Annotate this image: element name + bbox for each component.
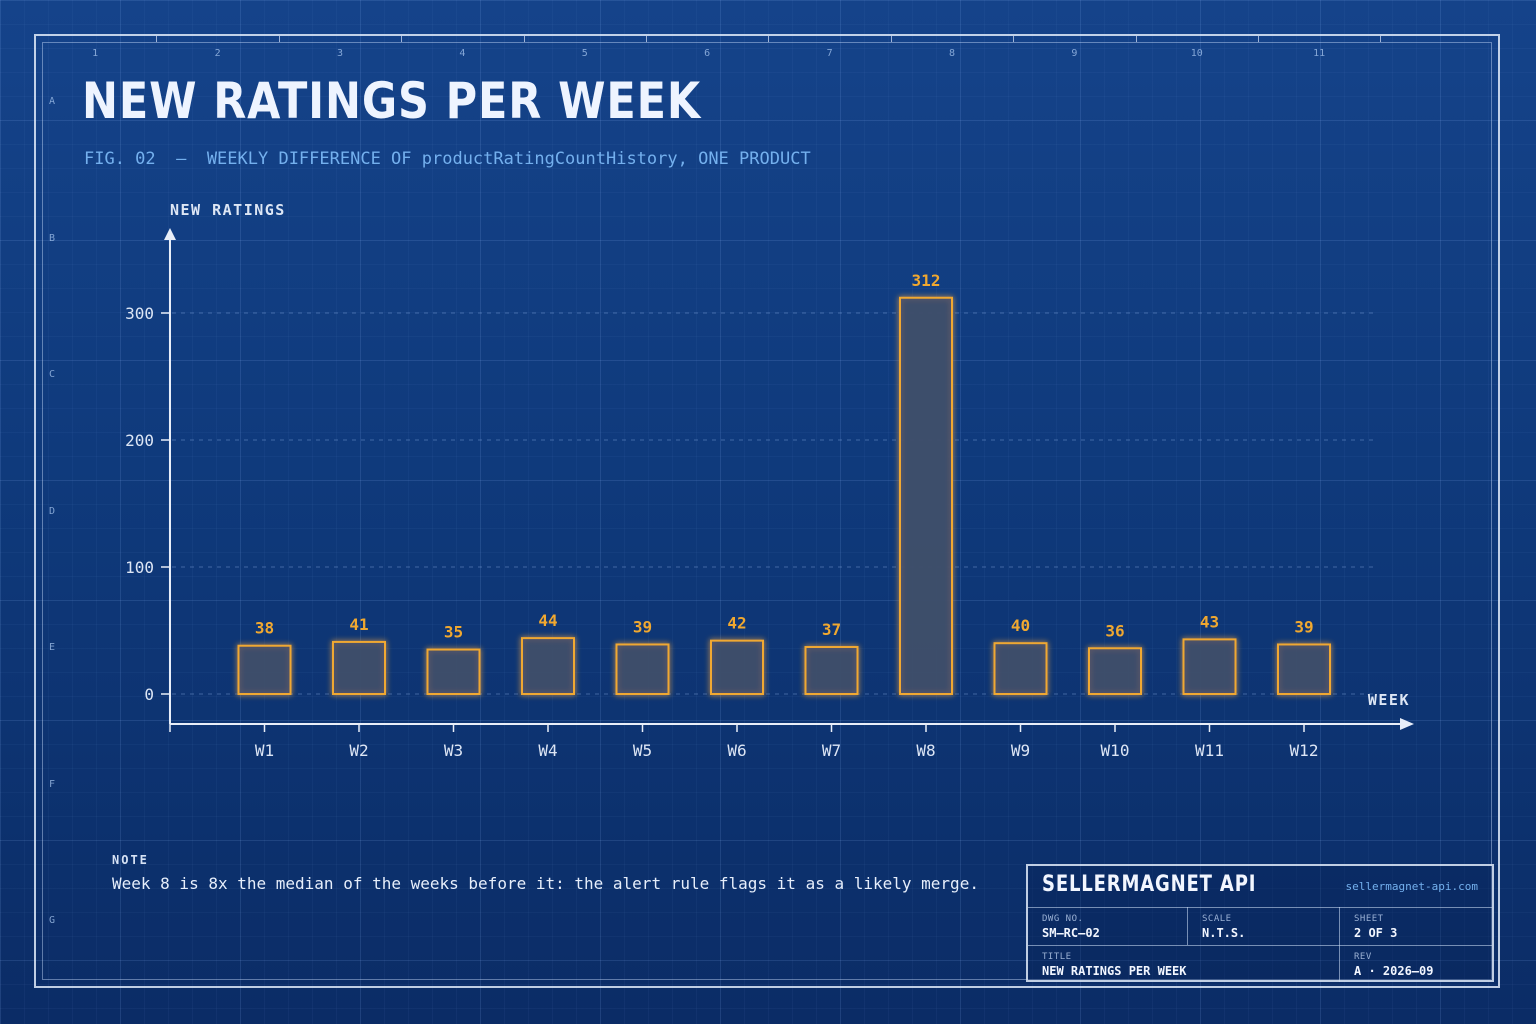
data-label: 37 xyxy=(822,620,841,639)
y-tick-label: 0 xyxy=(144,685,154,704)
bar xyxy=(993,642,1048,696)
x-axis-title: WEEK xyxy=(1368,691,1410,709)
x-tick-label: W5 xyxy=(633,741,652,760)
bar xyxy=(1182,638,1237,696)
bar xyxy=(1277,643,1331,695)
bar xyxy=(237,644,292,695)
x-tick-label: W1 xyxy=(255,741,274,760)
scale-value: N.T.S. xyxy=(1202,926,1246,940)
data-label: 39 xyxy=(633,617,652,636)
title-block-divider xyxy=(1028,945,1492,946)
bar xyxy=(1088,647,1142,696)
column-number: 4 xyxy=(459,48,466,59)
bar xyxy=(332,640,386,695)
column-number: 3 xyxy=(336,48,344,59)
title-block-divider xyxy=(1028,907,1492,908)
ruler-tick xyxy=(1258,36,1259,42)
ruler-tick xyxy=(1013,36,1015,42)
data-label: 44 xyxy=(538,611,557,630)
row-letter: D xyxy=(49,505,56,517)
ruler-tick xyxy=(278,36,280,42)
row-letter: E xyxy=(49,642,56,653)
bar xyxy=(521,637,575,695)
title-caption: TITLE xyxy=(1042,952,1072,962)
ruler-tick xyxy=(523,36,525,42)
data-label: 38 xyxy=(255,619,274,638)
rev-value: A · 2026–09 xyxy=(1354,964,1434,978)
bar xyxy=(426,648,481,695)
x-tick-label: W9 xyxy=(1011,741,1030,760)
dwg-caption: DWG NO. xyxy=(1042,914,1084,924)
ruler-tick xyxy=(1380,36,1382,42)
ruler-tick xyxy=(401,36,403,42)
column-number: 11 xyxy=(1313,48,1326,59)
ruler-tick xyxy=(890,36,892,42)
page-title: NEW RATINGS PER WEEK xyxy=(82,72,702,130)
title-block: SELLERMAGNET API sellermagnet-api.com DW… xyxy=(1026,864,1494,982)
x-tick-label: W11 xyxy=(1195,741,1224,760)
title-block-divider xyxy=(1187,907,1188,945)
column-number: 6 xyxy=(704,48,711,59)
title-block-divider xyxy=(1339,907,1340,982)
ruler-tick xyxy=(156,36,158,42)
y-axis-title: NEW RATINGS xyxy=(170,201,286,219)
bar xyxy=(899,296,953,695)
data-label: 35 xyxy=(444,623,463,642)
x-tick-label: W2 xyxy=(349,741,368,760)
sheet-border xyxy=(34,34,1500,988)
ruler-tick xyxy=(768,36,770,42)
bar xyxy=(615,643,670,695)
dwg-value: SM–RC–02 xyxy=(1042,926,1100,940)
rev-caption: REV xyxy=(1354,952,1372,962)
note-text: Week 8 is 8x the median of the weeks bef… xyxy=(112,874,979,893)
company-url: sellermagnet-api.com xyxy=(1345,880,1478,893)
sheet-inner-border xyxy=(42,42,1492,980)
x-tick-label: W12 xyxy=(1290,741,1319,760)
x-tick-label: W6 xyxy=(727,741,746,760)
row-letter: B xyxy=(49,232,56,244)
data-label: 39 xyxy=(1294,617,1313,636)
column-number: 7 xyxy=(826,48,833,59)
column-number: 2 xyxy=(214,48,221,59)
y-tick-label: 100 xyxy=(125,558,154,577)
figure-subtitle: FIG. 02 — WEEKLY DIFFERENCE OF productRa… xyxy=(84,149,811,169)
column-number: 5 xyxy=(581,48,588,59)
x-tick-label: W4 xyxy=(538,741,557,760)
column-number: 10 xyxy=(1190,48,1203,59)
data-label: 312 xyxy=(912,271,941,290)
row-letter: G xyxy=(49,915,56,926)
bar xyxy=(804,646,859,696)
data-label: 36 xyxy=(1105,621,1124,640)
column-number: 9 xyxy=(1071,48,1078,59)
note-label: NOTE xyxy=(112,853,149,867)
y-axis-arrow xyxy=(164,228,176,240)
data-label: 42 xyxy=(727,614,746,633)
x-tick-label: W7 xyxy=(822,741,841,760)
sheet-value: 2 OF 3 xyxy=(1354,926,1398,940)
bar xyxy=(710,639,764,695)
data-label: 43 xyxy=(1200,612,1219,631)
x-tick-label: W8 xyxy=(916,741,935,760)
y-tick-label: 200 xyxy=(125,431,154,450)
x-tick-label: W3 xyxy=(444,741,463,760)
sheet-caption: SHEET xyxy=(1354,914,1384,924)
row-letter: F xyxy=(49,778,56,790)
data-label: 40 xyxy=(1011,616,1030,635)
ruler-tick xyxy=(646,36,647,42)
column-number: 1 xyxy=(92,48,99,59)
title-value: NEW RATINGS PER WEEK xyxy=(1042,964,1187,978)
x-tick-label: W10 xyxy=(1101,741,1130,760)
x-axis-arrow xyxy=(1400,718,1414,730)
row-letter: C xyxy=(49,369,56,380)
scale-caption: SCALE xyxy=(1202,914,1232,924)
data-label: 41 xyxy=(349,615,368,634)
y-tick-label: 300 xyxy=(125,304,154,323)
company-name: SELLERMAGNET API xyxy=(1042,872,1257,897)
row-letter: A xyxy=(49,96,56,107)
column-number: 8 xyxy=(948,48,956,59)
ruler-tick xyxy=(1135,36,1137,42)
